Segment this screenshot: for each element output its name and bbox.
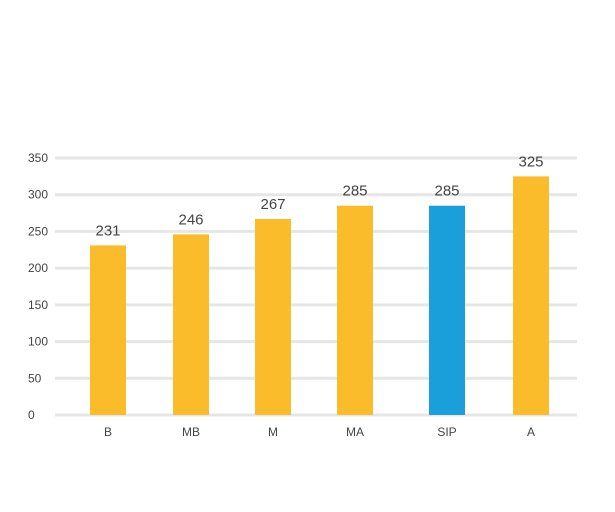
data-label: 325 xyxy=(518,153,543,170)
y-tick-label: 350 xyxy=(28,151,48,165)
x-tick-label: MB xyxy=(182,425,200,439)
data-label: 267 xyxy=(260,196,285,213)
x-axis-labels: B MB M MA SIP A xyxy=(104,425,535,439)
bar xyxy=(173,234,209,415)
data-label: 246 xyxy=(178,211,203,228)
y-tick-label: 250 xyxy=(28,224,48,238)
bar xyxy=(90,245,126,415)
bar xyxy=(337,205,373,415)
data-label: 285 xyxy=(434,183,459,200)
gridlines xyxy=(55,156,577,417)
y-tick-label: 100 xyxy=(28,335,48,349)
x-tick-label: B xyxy=(104,425,112,439)
y-tick-label: 150 xyxy=(28,298,48,312)
y-tick-label: 300 xyxy=(28,188,48,202)
data-label: 285 xyxy=(342,183,367,200)
y-tick-label: 200 xyxy=(28,261,48,275)
y-axis-ticks: 0 50 100 150 200 250 300 350 xyxy=(28,151,48,422)
x-tick-label: A xyxy=(527,425,535,439)
bar xyxy=(513,176,549,415)
data-label: 231 xyxy=(95,222,120,239)
x-tick-label: M xyxy=(268,425,278,439)
bars: 231 246 267 285 285 325 xyxy=(90,153,549,415)
x-tick-label: MA xyxy=(346,425,364,439)
x-tick-label: SIP xyxy=(437,425,456,439)
bar xyxy=(255,218,291,415)
y-tick-label: 50 xyxy=(28,371,42,385)
bar xyxy=(429,205,465,415)
y-tick-label: 0 xyxy=(28,408,35,422)
